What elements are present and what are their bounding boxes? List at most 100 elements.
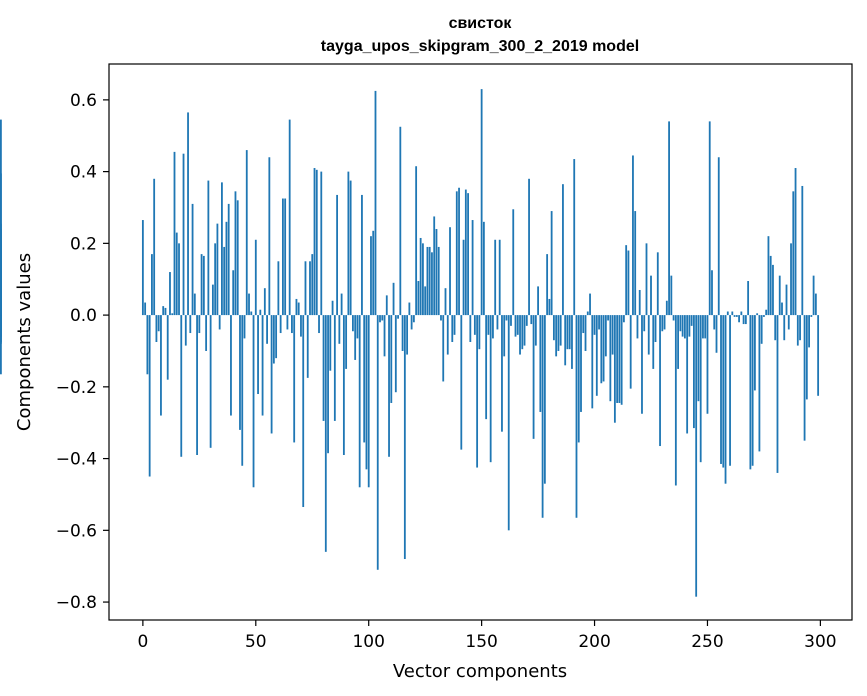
bar-245 [695, 315, 698, 597]
bar-30 [209, 315, 212, 448]
bar-231 [663, 315, 666, 330]
bar-75 [311, 254, 314, 316]
chart-title: свисток [449, 15, 513, 32]
bar-14 [173, 151, 176, 316]
bar-187 [564, 315, 567, 366]
bar-158 [498, 239, 501, 316]
bar-73 [306, 315, 309, 378]
bar-41 [234, 191, 237, 316]
bar-9 [162, 306, 165, 316]
bar-29 [207, 180, 210, 316]
bar-10 [164, 307, 167, 316]
bar-168 [521, 315, 524, 350]
bar-279 [772, 264, 774, 316]
bar-297 [812, 275, 815, 316]
bar-89 [342, 315, 345, 455]
bar-160 [503, 315, 506, 357]
bar-114 [399, 126, 402, 316]
bar-87 [338, 315, 341, 344]
x-tick-label: 0 [137, 632, 148, 652]
bar-104 [376, 315, 379, 570]
bar-undefined [0, 286, 2, 316]
bar-174 [534, 315, 537, 346]
bar-64 [286, 315, 289, 330]
bar-234 [670, 275, 673, 316]
bar-131 [437, 246, 440, 316]
bar-256 [720, 315, 722, 464]
bar-26 [200, 254, 203, 316]
bar-250 [706, 315, 709, 414]
bar-undefined [0, 119, 2, 316]
bar-99 [365, 315, 368, 470]
bar-59 [275, 315, 278, 359]
y-tick-label: −0.8 [56, 593, 97, 613]
bar-267 [744, 315, 747, 325]
bar-201 [595, 315, 598, 396]
bar-225 [650, 275, 652, 316]
bar-228 [656, 252, 659, 316]
bar-206 [607, 315, 609, 321]
bar-128 [431, 252, 433, 316]
bar-282 [778, 275, 781, 316]
bar-153 [487, 315, 490, 335]
bar-145 [469, 315, 472, 342]
bar-102 [372, 230, 375, 316]
bar-167 [519, 315, 521, 355]
bar-190 [571, 315, 573, 369]
bar-111 [392, 282, 395, 316]
bar-242 [688, 315, 691, 337]
x-tick-label: 150 [465, 632, 497, 652]
bar-84 [331, 300, 334, 316]
bar-222 [643, 315, 646, 332]
bar-70 [300, 315, 302, 337]
bar-13 [171, 313, 174, 316]
bar-273 [758, 315, 761, 452]
bar-110 [390, 315, 393, 403]
bar-81 [324, 315, 327, 552]
bar-96 [358, 315, 361, 488]
bar-7 [157, 315, 160, 332]
bar-116 [403, 315, 406, 560]
bar-124 [422, 243, 424, 316]
bar-139 [455, 191, 458, 316]
bar-85 [333, 315, 336, 421]
bar-262 [733, 315, 736, 317]
bar-82 [327, 315, 329, 454]
bar-32 [214, 243, 217, 316]
bar-218 [634, 211, 637, 316]
bar-133 [442, 315, 445, 382]
y-tick-label: −0.4 [56, 450, 97, 470]
bar-103 [374, 90, 377, 316]
bar-8 [160, 315, 162, 416]
bar-295 [808, 315, 810, 348]
bar-178 [543, 315, 546, 484]
bar-253 [713, 315, 716, 330]
bar-278 [769, 255, 772, 316]
y-tick-label: 0.6 [70, 91, 97, 111]
bar-27 [202, 255, 205, 316]
bar-254 [715, 315, 718, 353]
bar-83 [329, 315, 332, 371]
bar-259 [726, 311, 729, 316]
bar-264 [738, 315, 740, 323]
x-tick-label: 50 [245, 632, 267, 652]
bar-106 [381, 315, 384, 321]
bar-283 [781, 302, 783, 316]
bar-12 [169, 272, 171, 316]
bar-229 [659, 315, 661, 447]
bar-61 [279, 315, 282, 334]
bar-223 [645, 243, 648, 316]
bar-166 [516, 315, 519, 335]
bar-180 [548, 298, 551, 316]
bar-265 [740, 311, 743, 316]
bar-91 [347, 171, 350, 316]
bar-260 [729, 315, 731, 466]
bar-197 [586, 311, 589, 316]
bar-112 [394, 315, 397, 393]
bar-68 [295, 298, 298, 316]
bar-177 [541, 315, 544, 518]
bar-179 [546, 254, 549, 316]
bar-285 [785, 284, 788, 316]
bar-94 [354, 315, 357, 360]
bar-1 [144, 302, 147, 316]
